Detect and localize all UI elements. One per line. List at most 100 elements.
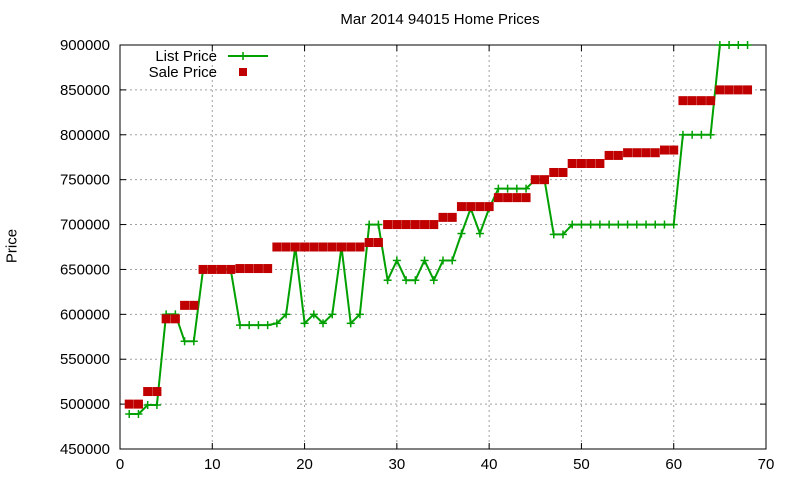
data-point bbox=[632, 148, 642, 158]
data-point bbox=[586, 159, 596, 169]
data-point bbox=[494, 184, 503, 193]
y-tick-label: 700000 bbox=[60, 217, 110, 234]
y-tick-label: 550000 bbox=[60, 351, 110, 368]
series-list-price bbox=[125, 41, 752, 418]
x-tick-label: 30 bbox=[389, 456, 406, 473]
data-point bbox=[604, 150, 614, 160]
data-point bbox=[411, 276, 420, 285]
data-point bbox=[402, 276, 411, 285]
data-point bbox=[530, 175, 540, 185]
data-point bbox=[715, 85, 725, 95]
data-point bbox=[124, 399, 134, 409]
data-point bbox=[309, 310, 318, 319]
data-point bbox=[595, 220, 604, 229]
data-point bbox=[448, 256, 457, 265]
data-point bbox=[392, 220, 402, 230]
data-point bbox=[281, 242, 291, 252]
data-point bbox=[725, 41, 734, 49]
data-point bbox=[272, 242, 282, 252]
data-point bbox=[724, 85, 734, 95]
data-point bbox=[660, 220, 669, 229]
data-point bbox=[401, 220, 411, 230]
legend-label: List Price bbox=[155, 48, 217, 65]
data-point bbox=[696, 96, 706, 106]
data-point bbox=[226, 264, 236, 274]
data-point bbox=[503, 193, 513, 203]
x-tick-label: 40 bbox=[481, 456, 498, 473]
data-point bbox=[568, 220, 577, 229]
data-point bbox=[125, 409, 134, 418]
data-point bbox=[152, 387, 162, 397]
data-point bbox=[466, 202, 476, 212]
data-point bbox=[512, 184, 521, 193]
data-point bbox=[282, 310, 291, 319]
data-point bbox=[235, 264, 245, 274]
data-point bbox=[420, 256, 429, 265]
data-point bbox=[512, 193, 522, 203]
y-tick-label: 500000 bbox=[60, 396, 110, 413]
series-sale-price bbox=[124, 85, 753, 409]
data-point bbox=[290, 242, 300, 252]
data-point bbox=[133, 399, 143, 409]
data-point bbox=[706, 130, 715, 139]
data-point bbox=[641, 148, 651, 158]
x-tick-label: 50 bbox=[573, 456, 590, 473]
data-point bbox=[300, 242, 310, 252]
data-point bbox=[429, 276, 438, 285]
data-point bbox=[650, 148, 660, 158]
data-point bbox=[134, 409, 143, 418]
chart-title: Mar 2014 94015 Home Prices bbox=[340, 11, 540, 28]
data-point bbox=[522, 184, 531, 193]
data-point bbox=[346, 242, 356, 252]
data-point bbox=[493, 193, 503, 203]
data-point bbox=[697, 130, 706, 139]
data-point bbox=[300, 319, 309, 328]
axes: 0 10 20 30 40 50 60 70 450000 500000 550000 600000 6… bbox=[60, 37, 774, 473]
data-point bbox=[336, 242, 346, 252]
data-point bbox=[678, 130, 687, 139]
data-point bbox=[318, 242, 328, 252]
data-point bbox=[170, 314, 180, 324]
data-point bbox=[549, 167, 559, 177]
data-point bbox=[706, 96, 716, 106]
data-point bbox=[651, 220, 660, 229]
data-point bbox=[558, 167, 568, 177]
data-point bbox=[161, 314, 171, 324]
data-point bbox=[180, 337, 189, 346]
data-point bbox=[143, 401, 152, 410]
data-point bbox=[623, 148, 633, 158]
data-point bbox=[457, 229, 466, 238]
data-point bbox=[484, 202, 494, 212]
data-point bbox=[152, 401, 161, 410]
data-point bbox=[207, 264, 217, 274]
data-point bbox=[235, 321, 244, 330]
y-tick-label: 600000 bbox=[60, 306, 110, 323]
data-point bbox=[642, 220, 651, 229]
data-point bbox=[383, 220, 393, 230]
data-point bbox=[577, 220, 586, 229]
data-point bbox=[373, 238, 383, 248]
legend-marker bbox=[239, 52, 247, 60]
data-point bbox=[189, 300, 199, 310]
data-point bbox=[438, 212, 448, 222]
x-tick-label: 10 bbox=[204, 456, 221, 473]
plot-area bbox=[124, 41, 753, 418]
data-point bbox=[733, 85, 743, 95]
data-point bbox=[189, 337, 198, 346]
data-point bbox=[688, 130, 697, 139]
data-point bbox=[669, 145, 679, 155]
data-point bbox=[549, 230, 558, 239]
data-point bbox=[715, 41, 724, 49]
data-point bbox=[253, 264, 263, 274]
data-point bbox=[245, 321, 254, 330]
data-point bbox=[632, 220, 641, 229]
data-point bbox=[327, 242, 337, 252]
data-point bbox=[429, 220, 439, 230]
y-tick-label: 850000 bbox=[60, 82, 110, 99]
data-point bbox=[180, 300, 190, 310]
series-line bbox=[129, 44, 748, 415]
data-point bbox=[365, 220, 374, 229]
legend-marker bbox=[239, 68, 247, 76]
